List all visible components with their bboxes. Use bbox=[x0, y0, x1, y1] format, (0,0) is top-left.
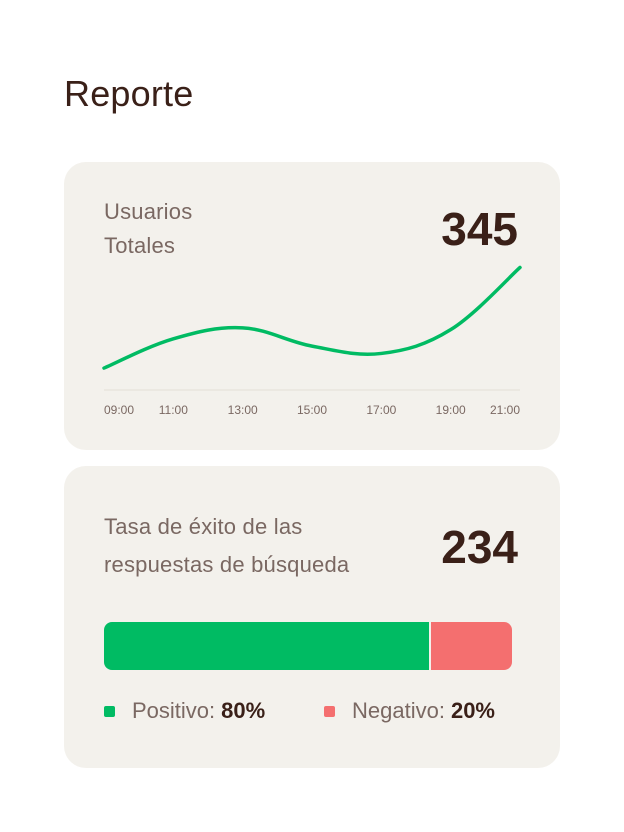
success-rate-label: Tasa de éxito de las respuestas de búsqu… bbox=[104, 508, 404, 584]
total-users-label-line2: Totales bbox=[104, 233, 176, 258]
negative-bar-segment bbox=[430, 622, 512, 670]
positive-bar-segment bbox=[104, 622, 429, 670]
x-tick-label: 15:00 bbox=[297, 403, 327, 417]
total-users-label-line1: Usuarios bbox=[104, 199, 193, 224]
x-tick-label: 19:00 bbox=[436, 403, 466, 417]
positive-swatch-icon bbox=[104, 705, 115, 717]
x-axis-ticks: 09:00 11:00 13:00 15:00 17:00 19:00 21:00 bbox=[104, 403, 520, 417]
total-users-count: 345 bbox=[441, 203, 518, 255]
legend-positive: Positivo: 80% bbox=[104, 696, 265, 726]
x-tick-label: 21:00 bbox=[490, 403, 520, 417]
page-title: Reporte bbox=[64, 73, 194, 114]
x-tick-label: 13:00 bbox=[228, 403, 258, 417]
x-tick-label: 09:00 bbox=[104, 403, 134, 417]
x-tick-label: 11:00 bbox=[159, 403, 188, 417]
users-line-chart: 09:00 11:00 13:00 15:00 17:00 19:00 21:00 bbox=[102, 265, 522, 417]
negative-swatch-icon bbox=[324, 705, 335, 717]
search-success-card: Tasa de éxito de las respuestas de búsqu… bbox=[64, 466, 560, 768]
users-series-line bbox=[102, 265, 522, 370]
legend-negative-value: 20% bbox=[450, 698, 495, 723]
legend-negative: Negativo: 20% bbox=[324, 696, 495, 726]
success-rate-label-line1: Tasa de éxito de las bbox=[104, 514, 303, 539]
legend-positive-label: Positivo: bbox=[132, 698, 216, 723]
success-rate-count: 234 bbox=[441, 521, 518, 573]
success-rate-bar bbox=[104, 622, 512, 670]
x-tick-label: 17:00 bbox=[366, 403, 396, 417]
legend-negative-label: Negativo: bbox=[352, 698, 445, 723]
total-users-label: Usuarios Totales bbox=[104, 195, 264, 263]
success-rate-label-line2: respuestas de búsqueda bbox=[104, 552, 350, 577]
total-users-card: Usuarios Totales 345 09:00 11:00 13:00 15:0… bbox=[64, 162, 560, 450]
legend-positive-value: 80% bbox=[221, 698, 266, 723]
success-rate-legend: Positivo: 80% Negativo: 20% bbox=[104, 696, 524, 726]
